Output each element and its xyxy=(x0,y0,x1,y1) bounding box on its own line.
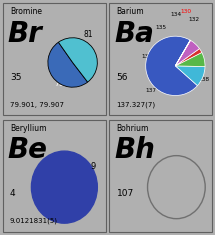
Text: 107: 107 xyxy=(117,189,134,198)
Text: 9: 9 xyxy=(91,162,96,171)
Wedge shape xyxy=(175,52,205,67)
Text: Bh: Bh xyxy=(115,137,155,164)
Text: 136: 136 xyxy=(141,54,152,59)
Wedge shape xyxy=(146,36,197,95)
Text: 79: 79 xyxy=(54,79,64,88)
Text: Br: Br xyxy=(8,20,43,48)
Text: Ba: Ba xyxy=(115,20,154,48)
Wedge shape xyxy=(175,40,190,66)
Text: 56: 56 xyxy=(117,73,128,82)
Wedge shape xyxy=(58,38,97,82)
Text: Be: Be xyxy=(8,137,48,164)
Wedge shape xyxy=(175,66,205,86)
Wedge shape xyxy=(175,40,190,66)
Text: 130: 130 xyxy=(180,9,191,14)
Text: 135: 135 xyxy=(155,25,166,30)
Circle shape xyxy=(31,151,97,223)
Text: Beryllium: Beryllium xyxy=(10,124,46,133)
Text: Barium: Barium xyxy=(117,7,144,16)
Text: 138: 138 xyxy=(199,77,210,82)
Wedge shape xyxy=(175,49,202,66)
Text: Bromine: Bromine xyxy=(10,7,42,16)
Text: 132: 132 xyxy=(188,17,200,22)
Text: 137.327(7): 137.327(7) xyxy=(117,101,156,107)
Text: 4: 4 xyxy=(10,189,15,198)
Text: 9.0121831(5): 9.0121831(5) xyxy=(10,218,58,224)
Text: 79.901, 79.907: 79.901, 79.907 xyxy=(10,102,64,107)
Text: 134: 134 xyxy=(171,12,182,17)
Text: 35: 35 xyxy=(10,73,21,82)
Text: 81: 81 xyxy=(83,30,93,39)
Text: 137: 137 xyxy=(145,88,156,93)
Wedge shape xyxy=(175,40,200,66)
Text: Bohrium: Bohrium xyxy=(117,124,149,133)
Wedge shape xyxy=(48,42,88,87)
